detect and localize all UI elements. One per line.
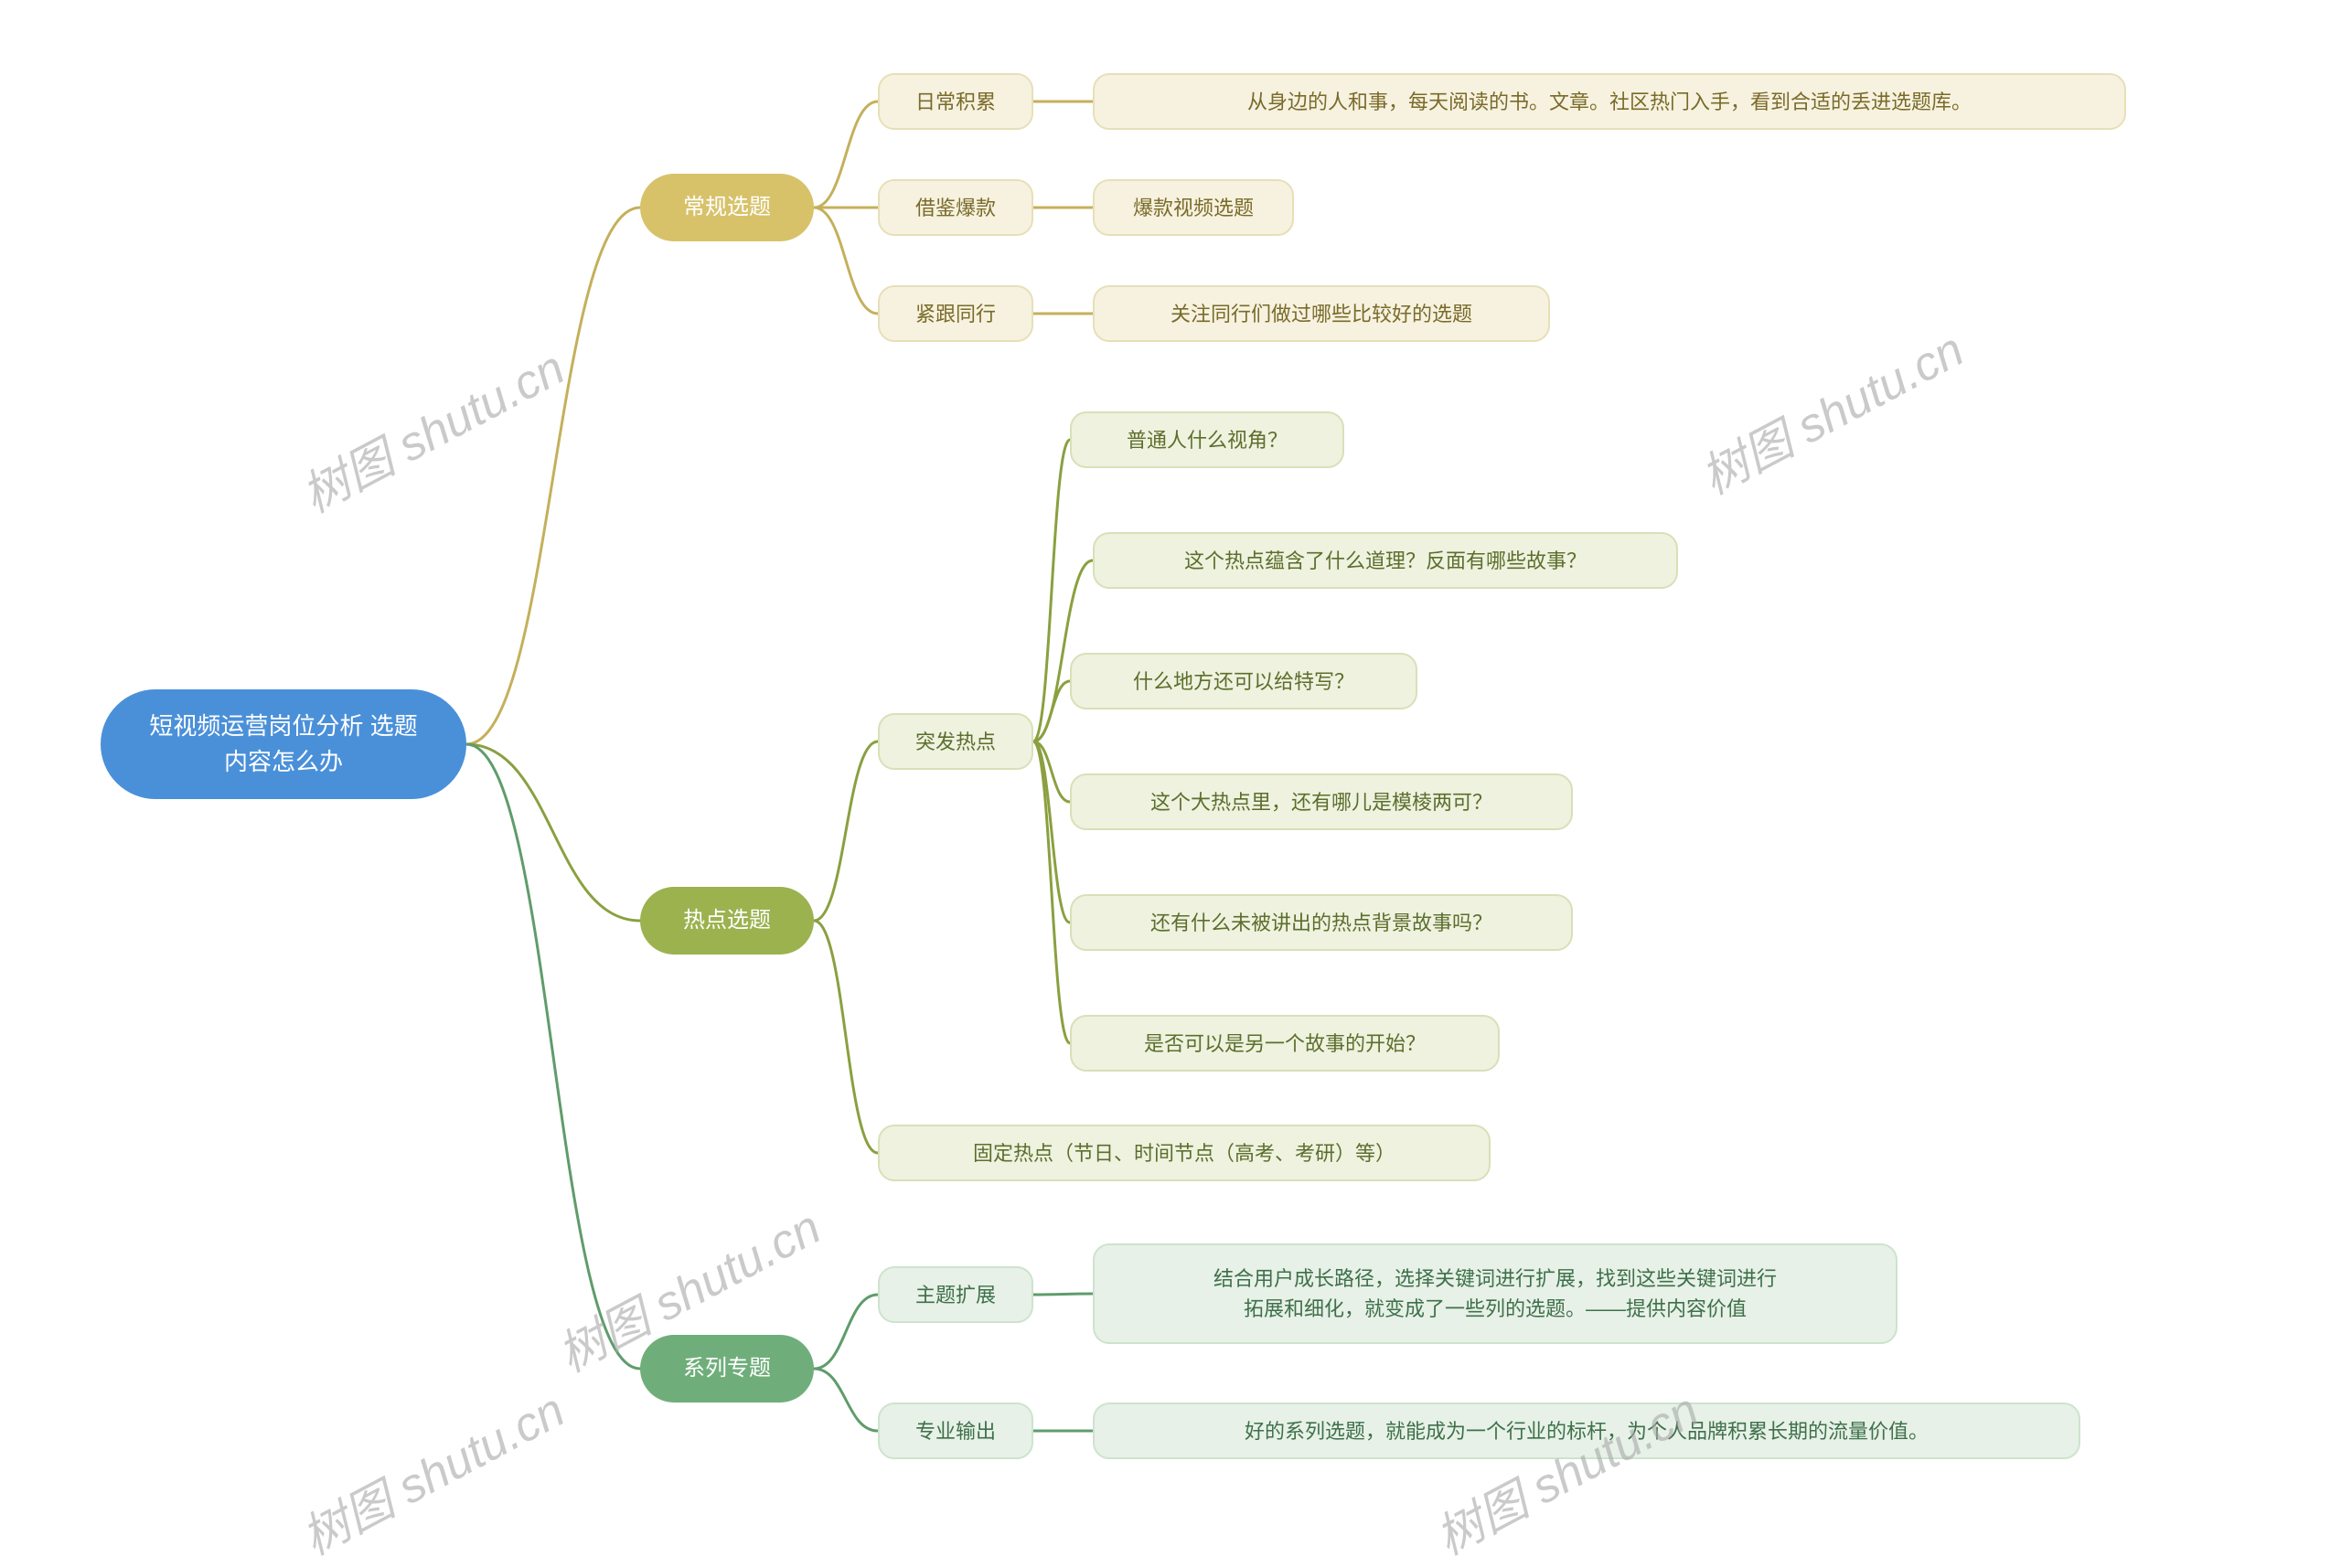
mindmap-edge xyxy=(814,741,878,921)
mindmap-edge xyxy=(814,101,878,208)
mindmap-edge xyxy=(1033,1294,1093,1295)
node-label: 从身边的人和事，每天阅读的书。文章。社区热门入手，看到合适的丢进选题库。 xyxy=(1247,87,1972,117)
mindmap-node: 突发热点 xyxy=(878,713,1033,770)
node-label: 专业输出 xyxy=(915,1416,996,1446)
watermark: 树图 shutu.cn xyxy=(288,1372,574,1568)
node-label: 日常积累 xyxy=(915,87,996,117)
mindmap-edge xyxy=(814,921,878,1153)
mindmap-canvas: 短视频运营岗位分析 选题 内容怎么办 常规选题热点选题系列专题 日常积累借鉴爆款紧跟… xyxy=(0,0,2341,1564)
mindmap-edge xyxy=(1033,681,1070,741)
mindmap-edge xyxy=(814,1295,878,1369)
node-label: 还有什么未被讲出的热点背景故事吗？ xyxy=(1150,908,1492,938)
node-label: 这个热点蕴含了什么道理？反面有哪些故事？ xyxy=(1184,546,1587,576)
node-label: 固定热点（节日、时间节点（高考、考研）等） xyxy=(973,1138,1395,1168)
mindmap-node: 热点选题 xyxy=(640,887,814,955)
mindmap-node: 日常积累 xyxy=(878,73,1033,130)
node-label: 突发热点 xyxy=(915,727,996,757)
watermark: 树图 shutu.cn xyxy=(1687,312,1973,507)
mindmap-edge xyxy=(814,1369,878,1431)
mindmap-edge xyxy=(814,208,878,314)
node-label: 关注同行们做过哪些比较好的选题 xyxy=(1170,299,1472,329)
mindmap-node: 短视频运营岗位分析 选题 内容怎么办 xyxy=(101,689,466,799)
mindmap-node: 主题扩展 xyxy=(878,1266,1033,1323)
mindmap-node: 爆款视频选题 xyxy=(1093,179,1294,236)
node-label: 紧跟同行 xyxy=(915,299,996,329)
node-label: 什么地方还可以给特写？ xyxy=(1133,667,1354,697)
mindmap-node: 专业输出 xyxy=(878,1403,1033,1459)
node-label: 这个大热点里，还有哪儿是模棱两可？ xyxy=(1150,787,1492,817)
node-label: 好的系列选题，就能成为一个行业的标杆，为个人品牌积累长期的流量价值。 xyxy=(1245,1416,1929,1446)
node-label: 常规选题 xyxy=(683,191,771,224)
mindmap-edge xyxy=(1033,741,1070,802)
mindmap-node: 固定热点（节日、时间节点（高考、考研）等） xyxy=(878,1125,1491,1181)
mindmap-edge xyxy=(1033,440,1070,741)
watermark: 树图 shutu.cn xyxy=(288,330,574,526)
node-label: 系列专题 xyxy=(683,1352,771,1385)
mindmap-edge xyxy=(1033,560,1093,741)
mindmap-node: 什么地方还可以给特写？ xyxy=(1070,653,1417,709)
mindmap-node: 普通人什么视角？ xyxy=(1070,411,1344,468)
node-label: 热点选题 xyxy=(683,904,771,937)
mindmap-node: 紧跟同行 xyxy=(878,285,1033,342)
mindmap-node: 是否可以是另一个故事的开始？ xyxy=(1070,1015,1500,1072)
node-label: 爆款视频选题 xyxy=(1133,193,1254,223)
mindmap-node: 结合用户成长路径，选择关键词进行扩展，找到这些关键词进行 拓展和细化，就变成了一… xyxy=(1093,1243,1897,1344)
node-label: 主题扩展 xyxy=(915,1280,996,1310)
mindmap-node: 这个大热点里，还有哪儿是模棱两可？ xyxy=(1070,773,1573,830)
mindmap-node: 这个热点蕴含了什么道理？反面有哪些故事？ xyxy=(1093,532,1678,589)
mindmap-edge xyxy=(1033,741,1070,923)
node-label: 短视频运营岗位分析 选题 内容怎么办 xyxy=(149,709,417,780)
mindmap-edge xyxy=(466,208,640,744)
mindmap-node: 系列专题 xyxy=(640,1335,814,1403)
node-label: 借鉴爆款 xyxy=(915,193,996,223)
mindmap-node: 好的系列选题，就能成为一个行业的标杆，为个人品牌积累长期的流量价值。 xyxy=(1093,1403,2080,1459)
mindmap-node: 常规选题 xyxy=(640,174,814,241)
node-label: 是否可以是另一个故事的开始？ xyxy=(1144,1029,1426,1059)
mindmap-edge xyxy=(466,744,640,921)
mindmap-edge xyxy=(1033,741,1070,1043)
mindmap-node: 从身边的人和事，每天阅读的书。文章。社区热门入手，看到合适的丢进选题库。 xyxy=(1093,73,2126,130)
mindmap-node: 还有什么未被讲出的热点背景故事吗？ xyxy=(1070,894,1573,951)
node-label: 普通人什么视角？ xyxy=(1127,425,1288,455)
mindmap-node: 关注同行们做过哪些比较好的选题 xyxy=(1093,285,1550,342)
node-label: 结合用户成长路径，选择关键词进行扩展，找到这些关键词进行 拓展和细化，就变成了一… xyxy=(1213,1264,1777,1324)
mindmap-node: 借鉴爆款 xyxy=(878,179,1033,236)
watermark: 树图 shutu.cn xyxy=(1422,1372,1708,1568)
mindmap-edge xyxy=(466,744,640,1369)
